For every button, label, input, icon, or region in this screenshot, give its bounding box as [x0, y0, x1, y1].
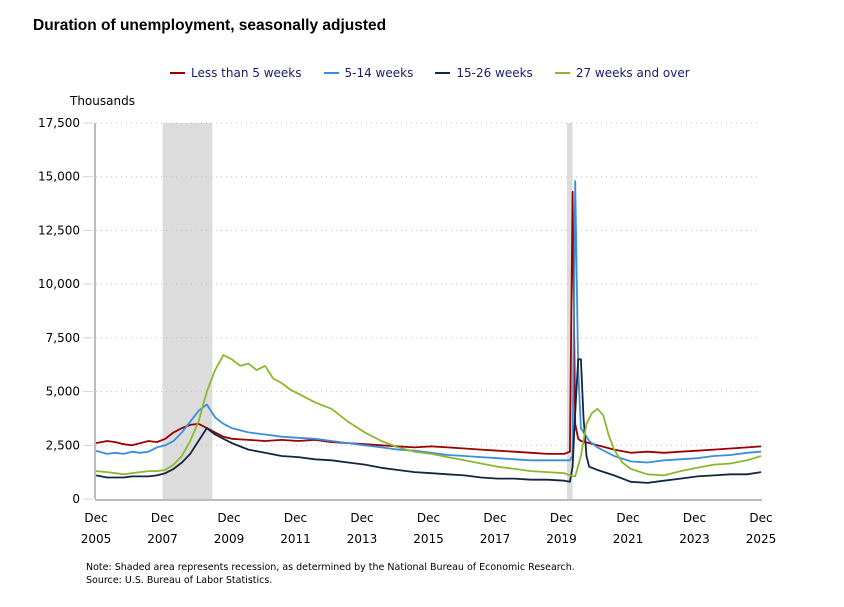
y-tick-label: 5,000 — [46, 385, 80, 399]
x-tick-label-month: Dec — [550, 511, 573, 525]
x-tick-label-month: Dec — [749, 511, 772, 525]
recession-band — [567, 123, 573, 499]
recession-band — [162, 123, 213, 499]
note-text: Note: Shaded area represents recession, … — [86, 562, 575, 573]
x-tick-label-month: Dec — [616, 511, 639, 525]
x-tick-label-month: Dec — [483, 511, 506, 525]
legend-swatch — [170, 72, 185, 74]
legend-item-15-26-weeks[interactable]: 15-26 weeks — [435, 66, 533, 80]
series-line-15-26-weeks — [95, 358, 762, 484]
y-tick-label: 7,500 — [46, 331, 80, 345]
x-tick-label-year: 2019 — [546, 532, 577, 546]
y-axis-label: Thousands — [70, 94, 135, 108]
legend-swatch — [323, 72, 339, 74]
y-tick-label: 0 — [72, 492, 80, 506]
legend-item-5-14-weeks[interactable]: 5-14 weeks — [323, 66, 414, 80]
y-tick-label: 17,500 — [38, 116, 80, 130]
chart-title: Duration of unemployment, seasonally adj… — [33, 17, 387, 34]
legend-label: 5-14 weeks — [344, 66, 414, 80]
legend-label: 15-26 weeks — [456, 66, 533, 80]
chart-footnote: Note: Shaded area represents recession, … — [86, 561, 575, 587]
x-tick-label-year: 2017 — [480, 532, 511, 546]
series-line-less-than-5-weeks — [95, 190, 762, 455]
x-tick-label-year: 2009 — [214, 532, 245, 546]
series-line-27-weeks-and-over — [96, 354, 762, 478]
legend-swatch — [435, 72, 451, 74]
y-tick-label: 15,000 — [38, 170, 80, 184]
x-tick-label-year: 2007 — [147, 532, 178, 546]
x-tick-label-month: Dec — [217, 511, 240, 525]
x-tick-label-year: 2021 — [613, 532, 644, 546]
legend-item-27-weeks-and-over[interactable]: 27 weeks and over — [554, 66, 690, 80]
x-tick-label-month: Dec — [350, 511, 373, 525]
x-tick-label-month: Dec — [151, 511, 174, 525]
x-tick-label-month: Dec — [84, 511, 107, 525]
x-tick-label-year: 2015 — [413, 532, 444, 546]
x-tick-label-year: 2023 — [679, 532, 710, 546]
x-tick-label-month: Dec — [284, 511, 307, 525]
legend-label: Less than 5 weeks — [191, 66, 302, 80]
legend-swatch — [554, 72, 570, 74]
x-tick-label-year: 2005 — [81, 532, 112, 546]
y-tick-label: 2,500 — [46, 438, 80, 452]
legend: Less than 5 weeks 5-14 weeks 15-26 weeks… — [170, 66, 690, 80]
x-tick-label-year: 2025 — [746, 532, 777, 546]
x-tick-label-year: 2013 — [347, 532, 378, 546]
x-tick-label-month: Dec — [417, 511, 440, 525]
x-tick-label-month: Dec — [683, 511, 706, 525]
source-text: Source: U.S. Bureau of Labor Statistics. — [86, 575, 273, 586]
legend-item-less-than-5-weeks[interactable]: Less than 5 weeks — [170, 66, 302, 80]
legend-label: 27 weeks and over — [575, 66, 690, 80]
y-tick-label: 10,000 — [38, 277, 80, 291]
x-tick-label-year: 2011 — [280, 532, 311, 546]
y-tick-label: 12,500 — [38, 223, 80, 237]
